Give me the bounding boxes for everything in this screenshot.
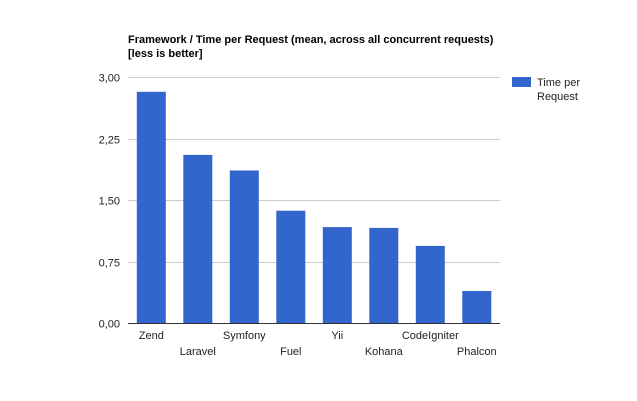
bar-symfony bbox=[229, 170, 259, 323]
x-tick-label: Zend bbox=[139, 330, 164, 342]
y-tick-label: 3,00 bbox=[99, 73, 120, 85]
y-axis-tick-labels: 0,00 0,75 1,50 2,25 3,00 bbox=[99, 73, 120, 331]
x-tick-label: Laravel bbox=[180, 346, 216, 358]
x-tick-label: Fuel bbox=[280, 346, 301, 358]
bar-laravel bbox=[183, 154, 213, 323]
bar-kohana bbox=[369, 227, 399, 323]
chart-title: Framework / Time per Request (mean, acro… bbox=[128, 34, 494, 46]
y-tick-label: 0,00 bbox=[99, 319, 120, 331]
legend-label-line-1: Time per bbox=[537, 77, 580, 89]
legend-label-line-2: Request bbox=[537, 91, 578, 103]
x-tick-label: Kohana bbox=[365, 346, 404, 358]
y-tick-label: 2,25 bbox=[99, 135, 120, 147]
bar-codeigniter bbox=[415, 245, 445, 323]
chart-subtitle: [less is better] bbox=[128, 48, 203, 60]
bar-phalcon bbox=[462, 291, 492, 323]
x-tick-label: Symfony bbox=[223, 330, 266, 342]
legend: Time per Request bbox=[512, 77, 580, 103]
x-tick-label: Phalcon bbox=[457, 346, 497, 358]
bar-fuel bbox=[276, 210, 306, 323]
bar-zend bbox=[136, 91, 166, 323]
y-tick-label: 0,75 bbox=[99, 258, 120, 270]
y-tick-label: 1,50 bbox=[99, 196, 120, 208]
bar-yii bbox=[322, 227, 352, 323]
x-axis-tick-labels: Zend Laravel Symfony Fuel Yii Kohana CodeIgnit… bbox=[139, 330, 497, 358]
legend-swatch bbox=[512, 77, 531, 87]
x-tick-label: Yii bbox=[331, 330, 343, 342]
bars bbox=[136, 91, 492, 323]
x-tick-label: CodeIgniter bbox=[402, 330, 459, 342]
